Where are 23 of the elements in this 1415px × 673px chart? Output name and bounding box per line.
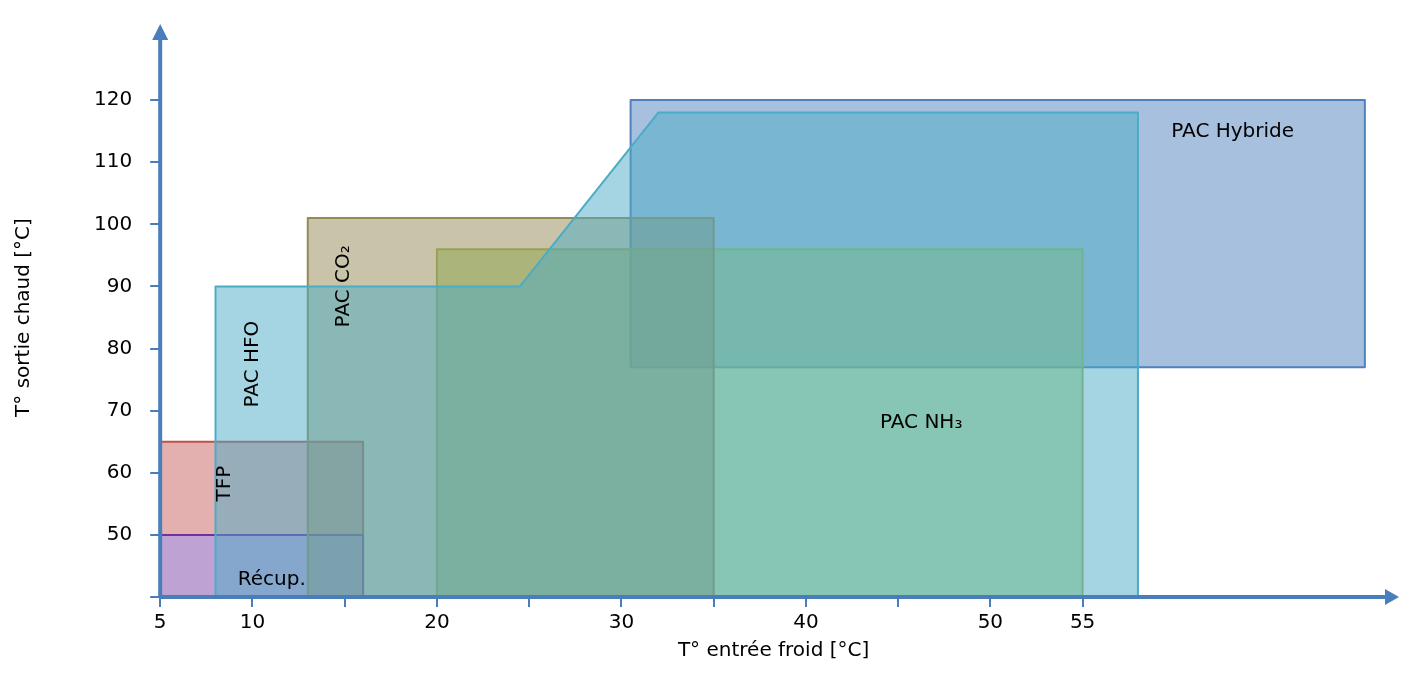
y-tick-label: 110 <box>93 148 133 173</box>
x-axis-title: T° entrée froid [°C] <box>676 637 870 662</box>
x-tick-label: 50 <box>977 609 1004 634</box>
series-label: PAC Hybride <box>1171 118 1295 143</box>
y-tick-label: 120 <box>93 86 133 111</box>
y-tick-label: 90 <box>106 272 133 297</box>
x-tick-label: 10 <box>239 609 266 634</box>
series-label: TFP <box>211 465 236 503</box>
y-tick-label: 100 <box>93 210 133 235</box>
y-tick-label: 60 <box>106 458 133 483</box>
x-tick-label: 5 <box>153 609 167 634</box>
x-tick-label: 40 <box>793 609 819 634</box>
y-tick-label: 70 <box>106 396 133 421</box>
series-label: PAC NH₃ <box>879 409 963 434</box>
x-tick-label: 20 <box>424 609 450 634</box>
series-label: PAC HFO <box>238 320 263 408</box>
series-label: PAC CO₂ <box>330 245 355 328</box>
y-tick-label: 50 <box>106 521 133 546</box>
y-axis-title: T° sortie chaud [°C] <box>10 218 35 418</box>
x-tick-label: 55 <box>1069 609 1096 634</box>
y-tick-label: 80 <box>106 334 133 359</box>
series-label: Récup. <box>237 565 306 590</box>
x-tick-label: 30 <box>608 609 635 634</box>
